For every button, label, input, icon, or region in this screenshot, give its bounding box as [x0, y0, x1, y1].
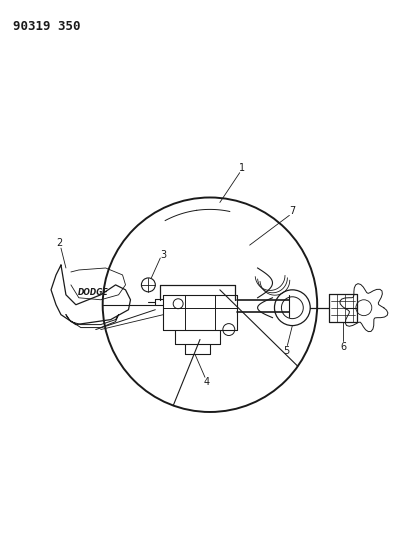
- Text: 7: 7: [289, 206, 296, 216]
- Text: DODGE: DODGE: [77, 288, 108, 297]
- Text: 4: 4: [204, 377, 210, 387]
- Text: 5: 5: [283, 346, 290, 357]
- Text: 6: 6: [340, 342, 346, 352]
- Text: 1: 1: [239, 163, 245, 173]
- Text: 2: 2: [56, 238, 62, 248]
- Text: 90319 350: 90319 350: [13, 20, 81, 33]
- Text: 3: 3: [160, 250, 166, 260]
